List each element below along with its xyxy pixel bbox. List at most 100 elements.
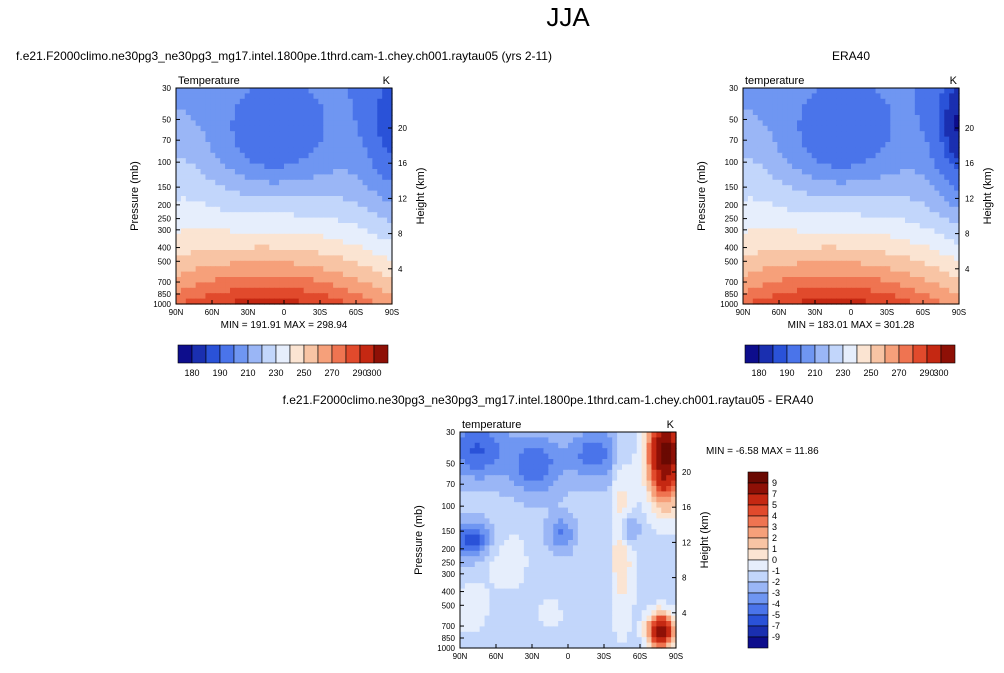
- heatmap-cell: [949, 93, 955, 100]
- heatmap-cell: [362, 115, 369, 121]
- heatmap-cell: [176, 125, 182, 132]
- heatmap-cell: [288, 174, 295, 181]
- heatmap-cell: [944, 120, 950, 127]
- heatmap-cell: [631, 496, 638, 503]
- heatmap-cell: [264, 201, 270, 208]
- heatmap-cell: [875, 201, 882, 208]
- heatmap-cell: [597, 496, 603, 503]
- heatmap-cell: [831, 282, 837, 289]
- heatmap-cell: [846, 212, 852, 219]
- heatmap-cell: [264, 287, 270, 294]
- heatmap-cell: [816, 169, 823, 175]
- heatmap-cell: [558, 507, 564, 514]
- heatmap-cell: [205, 266, 211, 273]
- heatmap-cell: [747, 104, 754, 111]
- heatmap-cell: [895, 169, 901, 175]
- heatmap-cell: [244, 131, 251, 138]
- heatmap-cell: [195, 125, 202, 132]
- heatmap-cell: [777, 255, 783, 262]
- heatmap-cell: [568, 507, 574, 514]
- heatmap-cell: [870, 244, 877, 251]
- heatmap-cell: [801, 115, 808, 121]
- heatmap-cell: [572, 529, 579, 536]
- heatmap-cell: [484, 577, 491, 584]
- heatmap-cell: [333, 228, 339, 235]
- heatmap-cell: [190, 93, 197, 100]
- y-tick-label: 500: [158, 257, 172, 266]
- heatmap-cell: [553, 459, 559, 465]
- heatmap-cell: [469, 529, 476, 536]
- heatmap-cell: [661, 567, 667, 573]
- heatmap-cell: [752, 147, 759, 154]
- heatmap-cell: [870, 174, 877, 181]
- heatmap-cell: [792, 93, 798, 100]
- heatmap-cell: [646, 513, 653, 519]
- heatmap-cell: [777, 217, 783, 224]
- heatmap-cell: [279, 271, 285, 278]
- heatmap-cell: [747, 190, 754, 197]
- heatmap-cell: [752, 228, 759, 235]
- heatmap-cell: [661, 480, 667, 487]
- heatmap-cell: [382, 174, 388, 181]
- heatmap-cell: [288, 88, 295, 94]
- heatmap-cell: [494, 486, 500, 492]
- y-tick-label: 300: [725, 226, 739, 235]
- heatmap-cell: [195, 104, 202, 111]
- heatmap-cell: [367, 174, 373, 181]
- heatmap-cell: [661, 448, 667, 455]
- heatmap-cell: [338, 255, 344, 262]
- heatmap-cell: [577, 496, 584, 503]
- heatmap-cell: [342, 163, 349, 170]
- heatmap-cell: [612, 529, 618, 536]
- heatmap-cell: [504, 432, 510, 438]
- heatmap-cell: [284, 206, 290, 213]
- heatmap-cell: [563, 534, 569, 541]
- heatmap-cell: [185, 228, 192, 235]
- heatmap-cell: [826, 136, 832, 143]
- heatmap-cell: [597, 513, 603, 519]
- heatmap-cell: [509, 572, 515, 579]
- heatmap-cell: [342, 277, 349, 283]
- heatmap-cell: [811, 185, 818, 192]
- heatmap-cell: [865, 223, 872, 229]
- heatmap-cell: [293, 233, 300, 240]
- heatmap-cell: [841, 190, 847, 197]
- heatmap-cell: [855, 244, 862, 251]
- heatmap-cell: [816, 244, 823, 251]
- heatmap-cell: [865, 239, 872, 246]
- heatmap-cell: [558, 518, 564, 525]
- heatmap-cell: [347, 104, 354, 111]
- heatmap-cell: [661, 513, 667, 519]
- heatmap-cell: [646, 540, 653, 546]
- heatmap-cell: [909, 136, 916, 143]
- heatmap-cell: [568, 496, 574, 503]
- heatmap-cell: [851, 250, 857, 256]
- heatmap-cell: [239, 104, 246, 111]
- heatmap-cell: [293, 190, 300, 197]
- heatmap-cell: [909, 163, 916, 170]
- heatmap-cell: [641, 432, 648, 438]
- heatmap-cell: [538, 550, 545, 557]
- heatmap-cell: [328, 260, 334, 267]
- heatmap-cell: [592, 507, 599, 514]
- heatmap-cell: [577, 588, 584, 595]
- heatmap-cell: [855, 104, 862, 111]
- heatmap-cell: [757, 201, 764, 208]
- heatmap-cell: [504, 459, 510, 465]
- heatmap-cell: [905, 185, 911, 192]
- heatmap-cell: [553, 567, 559, 573]
- heatmap-cell: [274, 293, 280, 300]
- heatmap-cell: [949, 120, 955, 127]
- heatmap-cell: [826, 255, 832, 262]
- heatmap-cell: [387, 136, 393, 143]
- heatmap-cell: [538, 523, 545, 530]
- heatmap-cell: [582, 502, 589, 509]
- heatmap-cell: [762, 223, 769, 229]
- heatmap-cell: [909, 120, 916, 127]
- heatmap-cell: [528, 588, 535, 595]
- heatmap-cell: [777, 282, 783, 289]
- heatmap-cell: [572, 577, 579, 584]
- heatmap-cell: [944, 260, 950, 267]
- heatmap-cell: [548, 556, 554, 563]
- heatmap-cell: [318, 185, 324, 192]
